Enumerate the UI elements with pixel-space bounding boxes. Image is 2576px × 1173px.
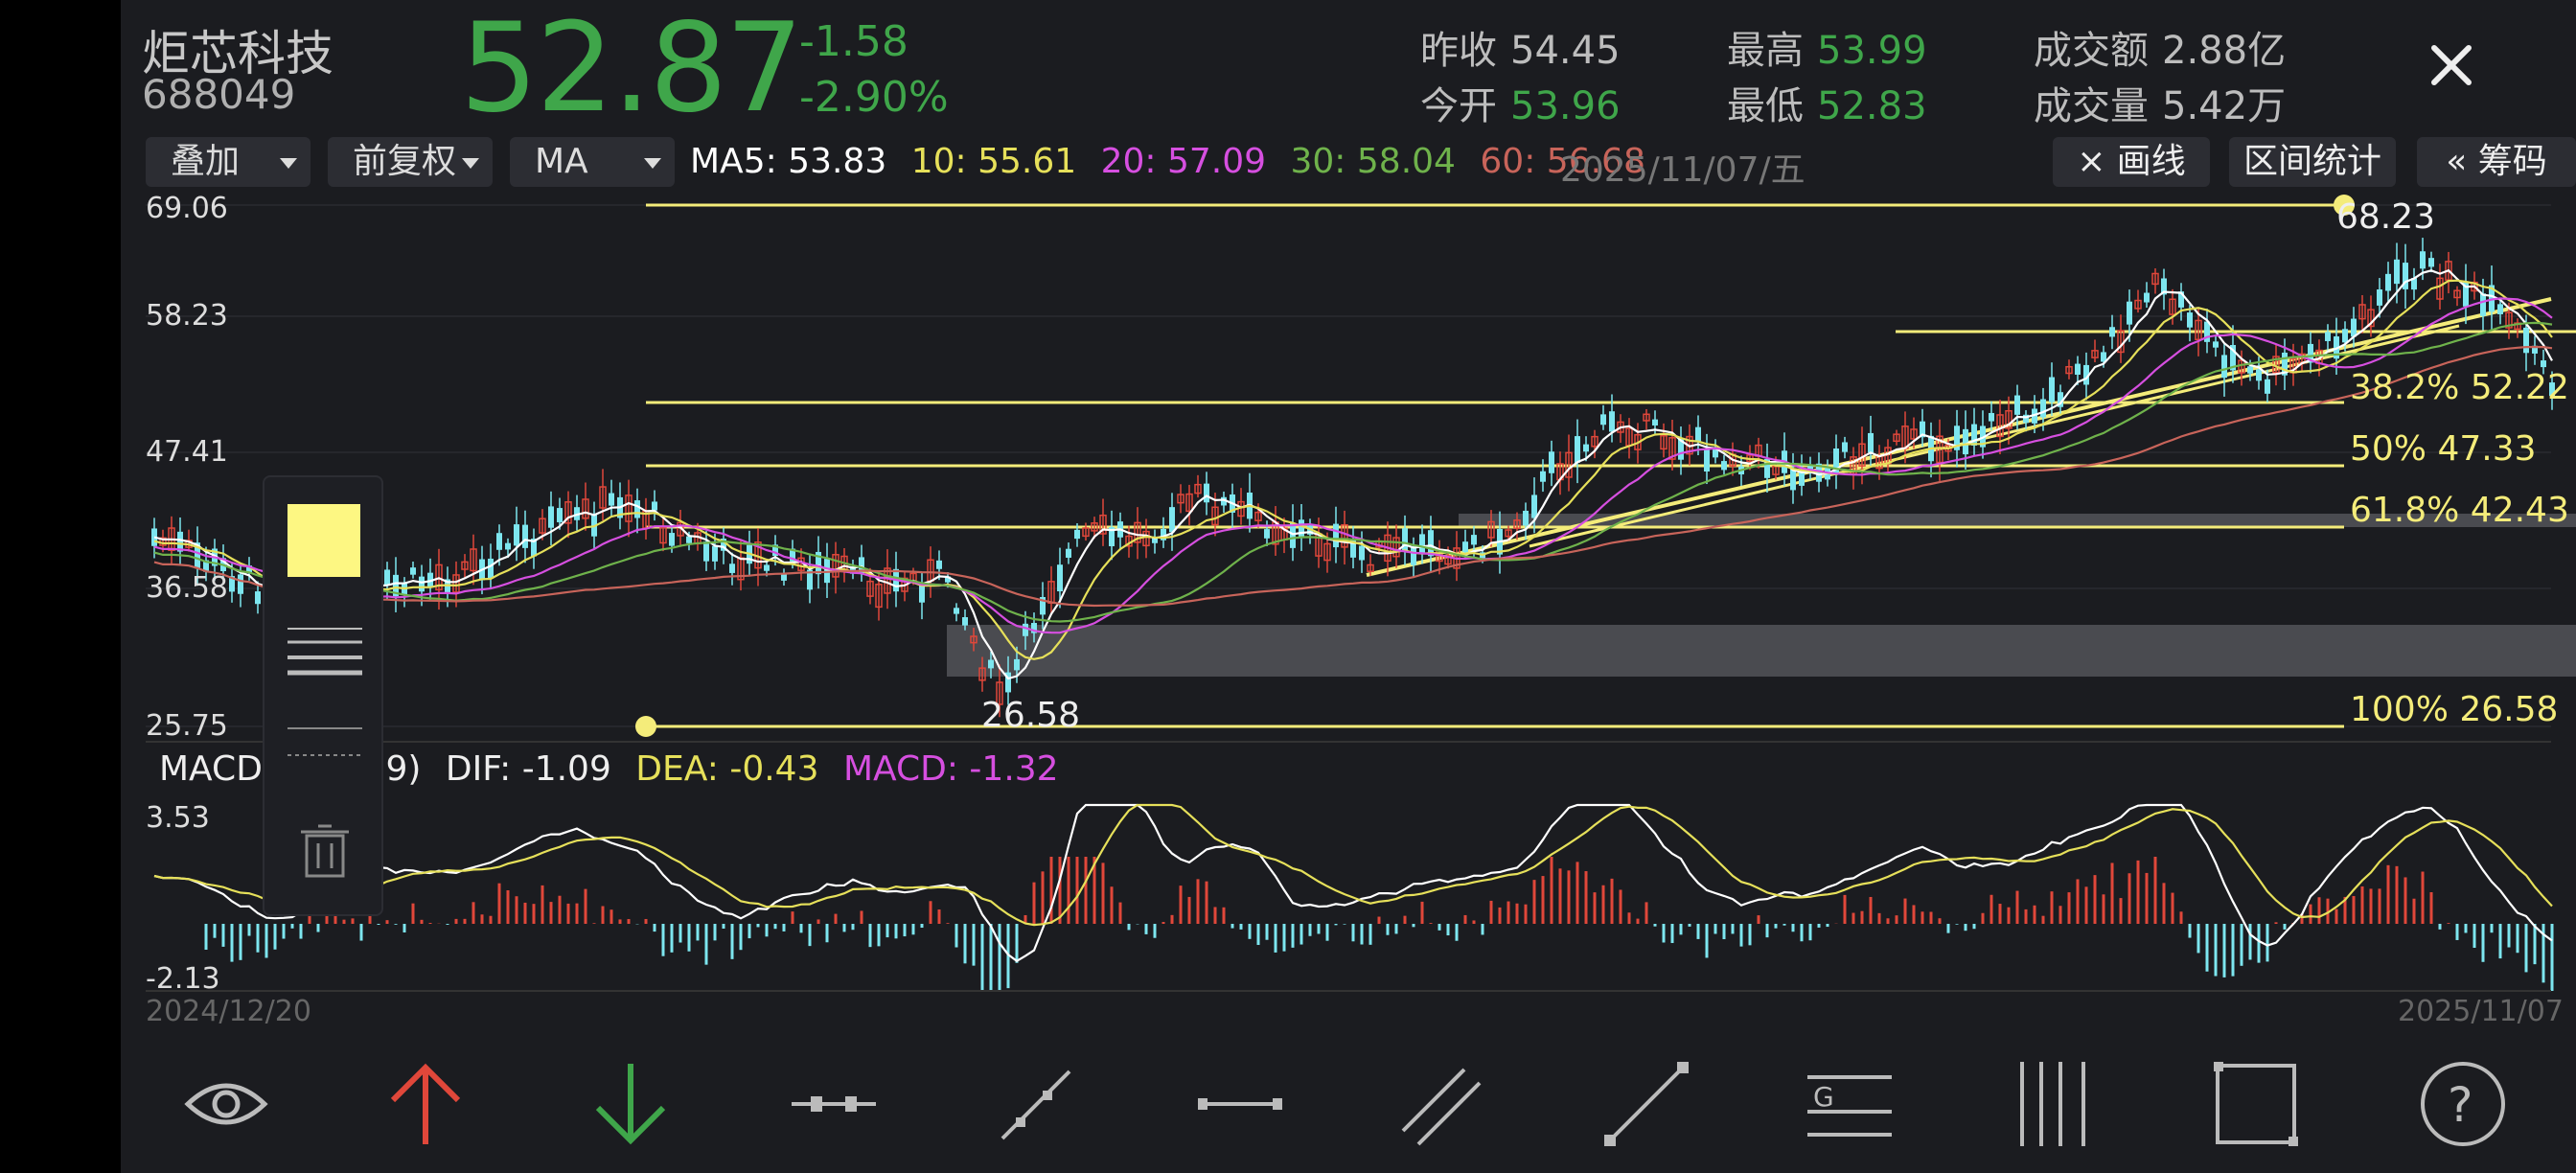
low-price-marker: 26.58: [981, 696, 1081, 735]
kline-chart[interactable]: [121, 0, 2576, 1027]
fib-retracement: [646, 203, 2576, 728]
indicator-dropdown[interactable]: MA: [510, 137, 675, 187]
extended-line-icon[interactable]: [1600, 1058, 1692, 1150]
fib-382-label: 38.2% 52.22: [2350, 368, 2569, 407]
end-date: 2025/11/07: [2398, 995, 2564, 1028]
fib-anchor-top: [2334, 195, 2355, 216]
macd-value: MACD: -1.32: [842, 749, 1059, 789]
macd-dif: DIF: -1.09: [445, 749, 611, 789]
stock-name: 炬芯科技: [142, 26, 334, 81]
rectangle-icon[interactable]: [2210, 1058, 2302, 1150]
help-icon[interactable]: ?: [2417, 1058, 2509, 1150]
price-axis-label: 25.75: [146, 709, 228, 743]
macd-dea: DEA: -0.43: [635, 749, 819, 789]
range-stats-button[interactable]: 区间统计: [2229, 137, 2396, 187]
current-price: 52.87: [460, 0, 803, 140]
horizontal-line-icon[interactable]: [1194, 1058, 1286, 1150]
line-width-icon[interactable]: [284, 621, 366, 678]
vertical-lines-icon[interactable]: [2007, 1058, 2099, 1150]
adjust-dropdown[interactable]: 前复权: [328, 137, 493, 187]
macd-lines: [153, 803, 2553, 963]
overlay-dropdown[interactable]: 叠加: [146, 137, 310, 187]
price-axis-label: 58.23: [146, 299, 228, 333]
ray-icon[interactable]: [989, 1058, 1081, 1150]
stock-chart-screen: 炬芯科技 688049 52.87 -1.58 -2.90% 昨收 54.45 今…: [121, 0, 2576, 1173]
svg-text:?: ?: [2448, 1077, 2473, 1133]
line-style-icon[interactable]: [284, 717, 366, 765]
price-gap-zone: [947, 625, 2576, 677]
fib-retracement-icon[interactable]: G: [1804, 1058, 1896, 1150]
chips-button[interactable]: « 筹码: [2417, 137, 2576, 187]
stat-prev-close: 昨收 54.45: [1420, 29, 1621, 73]
segment-icon[interactable]: [788, 1058, 880, 1150]
start-date: 2024/12/20: [146, 995, 311, 1028]
price-change: -1.58: [799, 17, 908, 66]
left-margin: [0, 0, 121, 1173]
ma30-value: 30: 58.04: [1290, 142, 1456, 181]
price-axis-label: 36.58: [146, 571, 228, 605]
macd-histogram: [204, 857, 2554, 991]
stat-high: 最高 53.99: [1727, 29, 1927, 73]
drawing-style-panel: [263, 475, 383, 916]
eye-icon[interactable]: [180, 1058, 272, 1150]
fib-100-label: 100% 26.58: [2350, 690, 2559, 729]
stat-open: 今开 53.96: [1420, 84, 1621, 128]
ma20-value: 20: 57.09: [1100, 142, 1267, 181]
trash-icon[interactable]: [299, 822, 351, 880]
stock-code: 688049: [142, 71, 296, 118]
drawing-toolbar: G ?: [121, 1027, 2576, 1173]
ma-legend: MA5: 53.83 10: 55.61 20: 57.09 30: 58.04…: [690, 142, 1659, 181]
ma5-value: MA5: 53.83: [690, 142, 887, 181]
stat-amount: 成交额 2.88亿: [2034, 29, 2287, 73]
price-axis-label: 69.06: [146, 192, 228, 225]
stat-low: 最低 52.83: [1727, 84, 1927, 128]
fib-50-label: 50% 47.33: [2350, 429, 2537, 469]
close-icon[interactable]: [2421, 34, 2482, 96]
price-axis-label: 47.41: [146, 435, 228, 469]
high-price-marker: 68.23: [2336, 197, 2436, 237]
fib-618-label: 61.8% 42.43: [2350, 491, 2569, 530]
parallel-channel-icon[interactable]: [1395, 1058, 1487, 1150]
macd-axis-top: 3.53: [146, 801, 210, 835]
stat-volume: 成交量 5.42万: [2034, 84, 2287, 128]
draw-line-button[interactable]: × 画线: [2053, 137, 2210, 187]
ma10-value: 10: 55.61: [910, 142, 1077, 181]
macd-axis-bottom: -2.13: [146, 962, 220, 996]
selected-date: 2025/11/07/五: [1560, 150, 1806, 190]
arrow-down-icon[interactable]: [585, 1058, 677, 1150]
fib-anchor-bottom: [635, 716, 656, 737]
ma60-value: 60: 56.68: [1480, 142, 1645, 181]
price-change-percent: -2.90%: [799, 73, 949, 122]
arrow-up-icon[interactable]: [380, 1058, 472, 1150]
moving-averages: [153, 268, 2553, 680]
color-swatch[interactable]: [288, 504, 360, 577]
svg-text:G: G: [1813, 1081, 1834, 1113]
